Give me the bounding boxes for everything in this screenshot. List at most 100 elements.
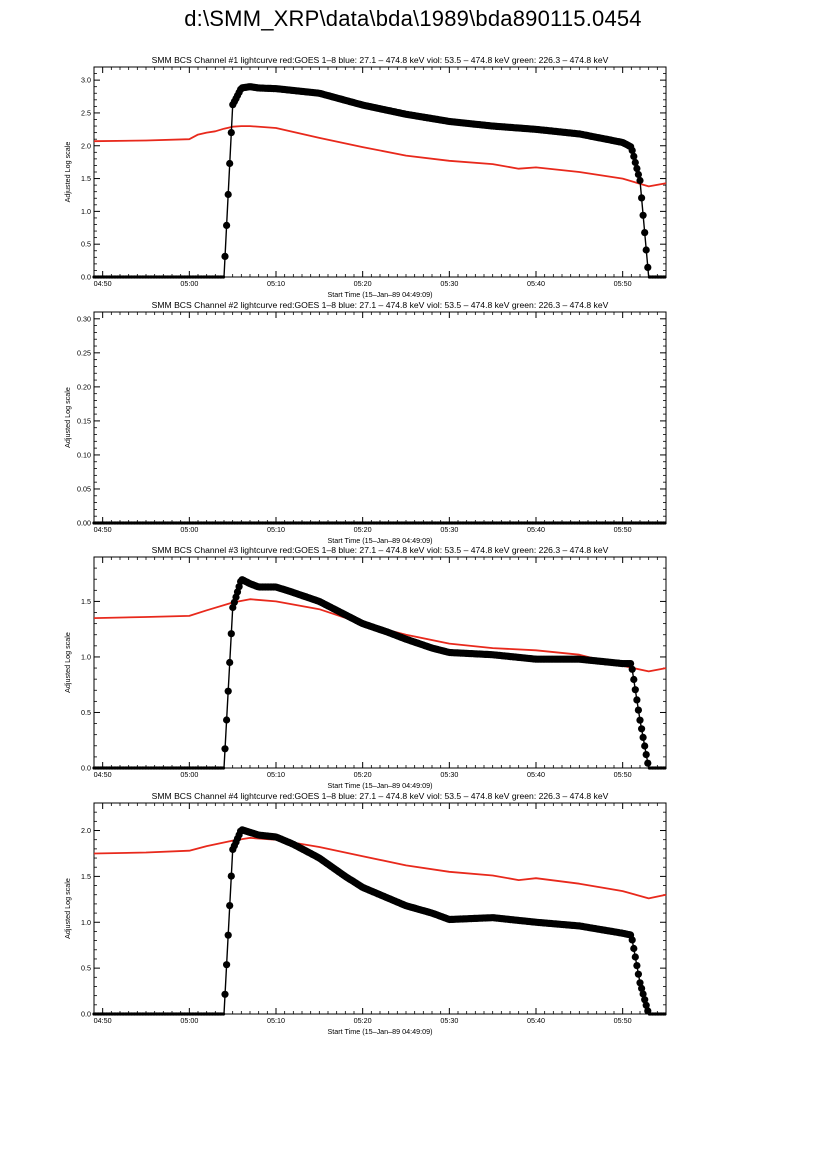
data-point [642,751,650,759]
x-tick-label: 04:50 [94,770,112,779]
data-point [638,725,646,733]
y-tick-label: 0.5 [81,708,91,717]
data-point [223,961,231,969]
data-point [663,766,667,770]
data-point [628,665,636,673]
x-tick-label: 05:00 [180,279,198,288]
data-point [224,190,232,199]
data-point [627,660,635,668]
y-tick-label: 0.10 [77,450,91,459]
data-point [221,766,226,770]
x-tick-label: 04:50 [94,279,112,288]
plot-frame [93,802,667,1015]
data-point [224,687,232,695]
data-point [639,211,647,219]
data-point [221,275,226,279]
data-point [663,521,667,525]
series-2 [92,826,667,1016]
x-tick-label: 05:50 [614,525,632,534]
data-point [636,176,644,185]
data-point [636,716,644,724]
y-tick-label: 1.5 [81,872,91,881]
data-point [223,716,231,724]
chart-panel-1: SMM BCS Channel #1 lightcurve red:GOES 1… [63,55,667,299]
data-point [221,745,229,753]
y-tick-label: 0.25 [77,348,91,357]
data-point [226,658,234,667]
y-axis-label: Adjusted Log scale [63,142,72,203]
x-tick-label: 05:00 [180,1016,198,1025]
y-tick-label: 3.0 [81,76,91,85]
x-tick-label: 05:30 [440,770,458,779]
data-point [633,962,641,970]
data-point [631,158,639,167]
x-tick-label: 05:40 [527,770,545,779]
x-tick-label: 05:30 [440,525,458,534]
chart-title: SMM BCS Channel #2 lightcurve red:GOES 1… [152,300,609,310]
data-point [630,152,638,160]
data-point [221,252,229,260]
y-tick-label: 1.5 [81,597,91,606]
data-point [628,146,636,154]
data-point [644,759,652,767]
x-axis-label: Start Time (15–Jan–89 04:49:09) [327,536,432,545]
y-tick-label: 1.0 [81,207,91,216]
x-tick-label: 05:30 [440,279,458,288]
data-point [224,931,232,939]
x-axis-label: Start Time (15–Jan–89 04:49:09) [327,1027,432,1036]
data-point [633,696,641,704]
series-line [93,837,667,900]
data-point [641,742,649,750]
data-point [639,990,647,998]
y-tick-label: 0.05 [77,484,91,493]
data-point [227,129,235,137]
x-tick-label: 05:40 [527,525,545,534]
data-point [630,944,638,953]
y-tick-label: 1.0 [81,652,91,661]
data-point [634,170,643,179]
data-point [634,970,643,978]
x-axis-label: Start Time (15–Jan–89 04:49:09) [327,781,432,790]
y-tick-label: 0.0 [81,764,91,773]
x-tick-label: 05:50 [614,279,632,288]
chart-title: SMM BCS Channel #1 lightcurve red:GOES 1… [152,55,609,65]
data-point [227,872,235,880]
data-point [226,902,234,910]
y-tick-label: 0.00 [77,519,91,528]
series-line [94,85,666,278]
y-tick-label: 0.0 [81,1010,91,1019]
data-point [633,164,641,173]
x-tick-label: 05:20 [354,1016,372,1025]
series-1 [93,125,667,188]
x-tick-label: 05:10 [267,1016,285,1025]
x-tick-label: 05:00 [180,770,198,779]
series-line [94,828,666,1015]
data-point [642,1001,650,1009]
y-tick-label: 0.20 [77,382,91,391]
chart-title: SMM BCS Channel #4 lightcurve red:GOES 1… [152,791,609,801]
data-point [634,706,643,714]
x-tick-label: 05:50 [614,1016,632,1025]
x-tick-label: 04:50 [94,525,112,534]
y-axis-label: Adjusted Log scale [63,878,72,939]
y-tick-label: 0.0 [81,273,91,282]
data-point [638,194,646,202]
y-tick-label: 2.5 [81,108,91,117]
series-1 [93,837,667,900]
data-point [223,221,231,229]
y-tick-label: 1.0 [81,918,91,927]
data-point [663,275,667,279]
data-point [641,229,649,237]
series-2 [92,83,667,279]
chart-panel-3: SMM BCS Channel #3 lightcurve red:GOES 1… [63,545,667,790]
x-tick-label: 05:10 [267,279,285,288]
y-tick-label: 0.15 [77,416,91,425]
series-line [94,578,666,769]
x-tick-label: 05:10 [267,525,285,534]
x-axis-label: Start Time (15–Jan–89 04:49:09) [327,290,432,299]
y-tick-label: 2.0 [81,826,91,835]
data-point [663,1012,667,1016]
x-tick-label: 05:20 [354,770,372,779]
data-point [636,979,644,987]
